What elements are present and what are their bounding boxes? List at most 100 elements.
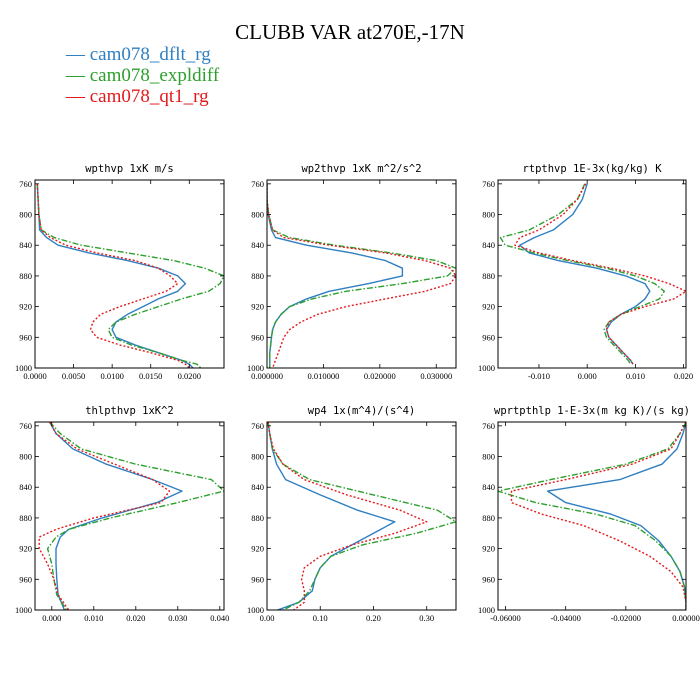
y-tick-label: 960 bbox=[482, 574, 495, 584]
legend-entry-dflt: — cam078_dflt_rg bbox=[66, 44, 219, 65]
panel-title: wpthvp 1xK m/s bbox=[85, 163, 174, 175]
series-group bbox=[267, 422, 456, 610]
y-tick-label: 840 bbox=[482, 482, 495, 492]
series-line-cam078_qt1_rg bbox=[510, 422, 686, 610]
plot-frame bbox=[34, 179, 225, 369]
y-tick-label: 840 bbox=[251, 240, 264, 250]
panel-title: wp2thvp 1xK m^2/s^2 bbox=[301, 163, 421, 175]
y-tick-label: 1000 bbox=[478, 363, 495, 373]
x-tick-label: -0.02000 bbox=[611, 613, 641, 623]
y-tick-label: 1000 bbox=[15, 605, 32, 615]
y-tick-label: 880 bbox=[19, 513, 32, 523]
y-tick-label: 760 bbox=[482, 421, 495, 431]
x-tick-label: 0.000 bbox=[42, 613, 61, 623]
series-line-cam078_dflt_rg bbox=[49, 422, 183, 610]
legend-label-expldiff: cam078_expldiff bbox=[89, 65, 220, 86]
y-tick-label: 800 bbox=[482, 210, 495, 220]
y-tick-label: 880 bbox=[251, 513, 264, 523]
legend-line-expldiff: — bbox=[66, 65, 90, 86]
panel-title: wp4 1x(m^4)/(s^4) bbox=[308, 405, 415, 417]
series-line-cam078_dflt_rg bbox=[546, 422, 686, 610]
series-line-cam078_qt1_rg bbox=[36, 183, 190, 368]
x-tick-label: -0.06000 bbox=[490, 613, 520, 623]
panel-3: rtpthvp 1E-3x(kg/kg) K 760 800 840 880 920 960… bbox=[478, 163, 693, 381]
y-tick-label: 800 bbox=[251, 210, 264, 220]
panel-1: wpthvp 1xK m/s76080084088092096010000.00… bbox=[15, 163, 225, 381]
x-tick-label: 0.00000 bbox=[672, 613, 700, 623]
series-line-cam078_expldiff bbox=[498, 422, 686, 610]
series-line-cam078_qt1_rg bbox=[514, 183, 686, 365]
x-tick-label: 0.0100 bbox=[100, 371, 123, 381]
series-line-cam078_expldiff bbox=[499, 183, 665, 365]
x-tick-label: 0.00 bbox=[260, 613, 275, 623]
y-tick-label: 800 bbox=[251, 452, 264, 462]
y-tick-label: 760 bbox=[19, 421, 32, 431]
y-tick-label: 1000 bbox=[478, 605, 495, 615]
series-line-cam078_dflt_rg bbox=[267, 422, 396, 610]
x-tick-label: 0.000 bbox=[578, 371, 597, 381]
x-tick-label: 0.0150 bbox=[139, 371, 162, 381]
y-tick-label: 920 bbox=[19, 544, 32, 554]
y-tick-label: 880 bbox=[482, 271, 495, 281]
series-line-cam078_dflt_rg bbox=[36, 183, 194, 368]
panel-4: thlpthvp 1xK^2 760 800 840 880 920 960 1000 0.00… bbox=[15, 405, 229, 623]
y-tick-label: 920 bbox=[482, 302, 495, 312]
y-tick-label: 760 bbox=[251, 179, 264, 189]
y-tick-label: 920 bbox=[251, 302, 264, 312]
series-group bbox=[38, 422, 224, 610]
x-tick-label: 0.040 bbox=[210, 613, 229, 623]
plot-frame bbox=[266, 179, 457, 369]
y-tick-label: 800 bbox=[482, 452, 495, 462]
y-tick-label: 880 bbox=[251, 271, 264, 281]
x-tick-label: 0.30 bbox=[419, 613, 434, 623]
panel-title: rtpthvp 1E-3x(kg/kg) K bbox=[522, 163, 662, 175]
y-tick-label: 800 bbox=[19, 452, 32, 462]
series-line-cam078_qt1_rg bbox=[38, 422, 171, 610]
y-tick-label: 880 bbox=[19, 271, 32, 281]
series-group bbox=[267, 183, 456, 368]
y-tick-label: 960 bbox=[251, 574, 264, 584]
y-tick-label: 840 bbox=[19, 482, 32, 492]
panel-2: wp2thvp 1xK m^2/s^2 760 800 840 880 920 960 100… bbox=[247, 163, 457, 381]
series-line-cam078_expldiff bbox=[46, 422, 224, 610]
y-tick-label: 1000 bbox=[15, 363, 32, 373]
legend-label-qt1: cam078_qt1_rg bbox=[89, 86, 209, 107]
y-tick-label: 760 bbox=[482, 179, 495, 189]
x-tick-label: 0.020 bbox=[674, 371, 693, 381]
x-tick-label: 0.0000 bbox=[23, 371, 46, 381]
y-tick-label: 840 bbox=[251, 482, 264, 492]
panel-5: wp4 1x(m^4)/(s^4)76080084088092096010000… bbox=[247, 405, 457, 623]
y-tick-label: 1000 bbox=[247, 363, 264, 373]
series-line-cam078_qt1_rg bbox=[267, 422, 428, 610]
x-tick-label: 0.020 bbox=[126, 613, 145, 623]
x-tick-label: 0.000000 bbox=[251, 371, 283, 381]
figure-title: CLUBB VAR at270E,-17N bbox=[235, 20, 465, 44]
y-tick-label: 920 bbox=[251, 544, 264, 554]
legend-entry-qt1: — cam078_qt1_rg bbox=[66, 86, 219, 107]
plot-frame bbox=[497, 421, 687, 611]
series-group bbox=[498, 422, 686, 610]
x-tick-label: 0.0050 bbox=[62, 371, 85, 381]
y-tick-label: 800 bbox=[19, 210, 32, 220]
y-tick-label: 840 bbox=[482, 240, 495, 250]
series-group bbox=[36, 183, 224, 368]
series-line-cam078_expldiff bbox=[267, 183, 456, 368]
series-line-cam078_qt1_rg bbox=[267, 183, 456, 368]
x-tick-label: 0.10 bbox=[313, 613, 328, 623]
x-tick-label: 0.0200 bbox=[178, 371, 201, 381]
x-tick-label: 0.020000 bbox=[364, 371, 396, 381]
plot-frame bbox=[497, 179, 687, 369]
x-tick-label: 0.010000 bbox=[307, 371, 339, 381]
x-tick-label: 0.20 bbox=[366, 613, 381, 623]
panel-title: wprtpthlp 1-E-3x(m kg K)/(s kg) bbox=[494, 405, 690, 417]
series-line-cam078_expldiff bbox=[36, 183, 224, 368]
y-tick-label: 1000 bbox=[247, 605, 264, 615]
series-line-cam078_expldiff bbox=[267, 422, 456, 610]
x-tick-label: -0.010 bbox=[528, 371, 550, 381]
legend-line-dflt: — bbox=[66, 44, 90, 65]
y-tick-label: 960 bbox=[251, 332, 264, 342]
x-tick-label: -0.04000 bbox=[550, 613, 580, 623]
y-tick-label: 960 bbox=[482, 332, 495, 342]
plot-frame bbox=[34, 421, 225, 611]
